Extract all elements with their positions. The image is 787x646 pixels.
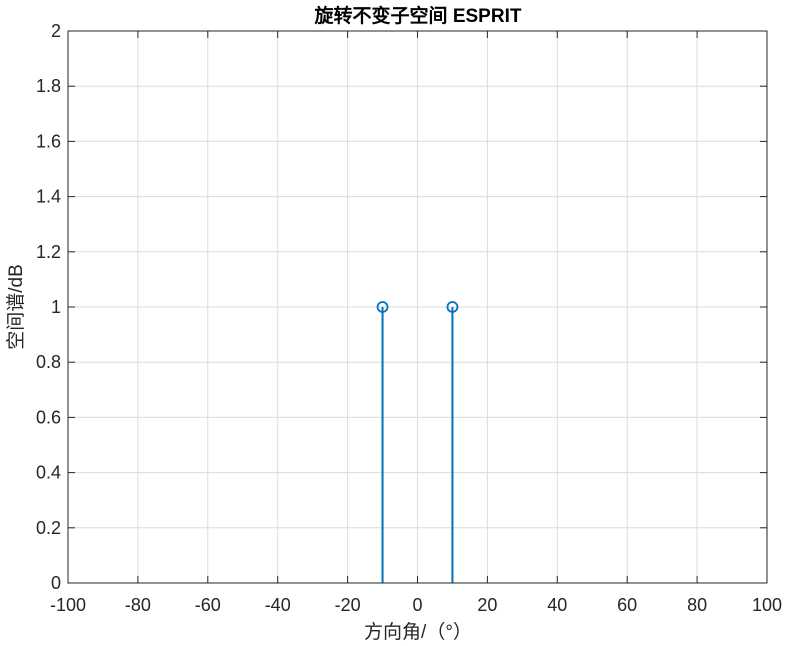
x-tick-label: -80	[125, 595, 151, 615]
ticks	[67, 30, 768, 584]
x-tick-label: 80	[687, 595, 707, 615]
y-tick-label: 0.6	[36, 407, 61, 427]
x-tick-label: 100	[752, 595, 782, 615]
y-tick-label: 0.8	[36, 352, 61, 372]
stem-marker	[446, 301, 459, 313]
y-axis-label: 空间谱/dB	[5, 264, 27, 350]
x-tick-label: 20	[477, 595, 497, 615]
stem-marker	[376, 301, 389, 313]
chart-title: 旋转不变子空间 ESPRIT	[314, 4, 522, 27]
x-tick-label: -20	[335, 595, 361, 615]
y-tick-labels: 0 0.2 0.4 0.6 0.8 1 1.2 1.4 1.6 1.8 2	[36, 21, 61, 593]
stem-series	[376, 301, 459, 583]
x-tick-label: -100	[50, 595, 86, 615]
y-tick-label: 1.2	[36, 242, 61, 262]
x-tick-label: 0	[412, 595, 422, 615]
y-tick-label: 0.2	[36, 518, 61, 538]
y-tick-label: 2	[51, 21, 61, 41]
x-tick-label: -40	[265, 595, 291, 615]
x-tick-label: 60	[617, 595, 637, 615]
x-tick-label: -60	[195, 595, 221, 615]
y-tick-label: 1.8	[36, 76, 61, 96]
y-tick-label: 1.6	[36, 131, 61, 151]
x-tick-label: 40	[547, 595, 567, 615]
x-axis-label: 方向角/（°）	[364, 621, 472, 643]
x-tick-labels: -100 -80 -60 -40 -20 0 20 40 60 80 100	[50, 595, 782, 615]
y-tick-label: 0.4	[36, 463, 61, 483]
y-tick-label: 1	[51, 297, 61, 317]
y-tick-label: 0	[51, 573, 61, 593]
y-tick-label: 1.4	[36, 187, 61, 207]
